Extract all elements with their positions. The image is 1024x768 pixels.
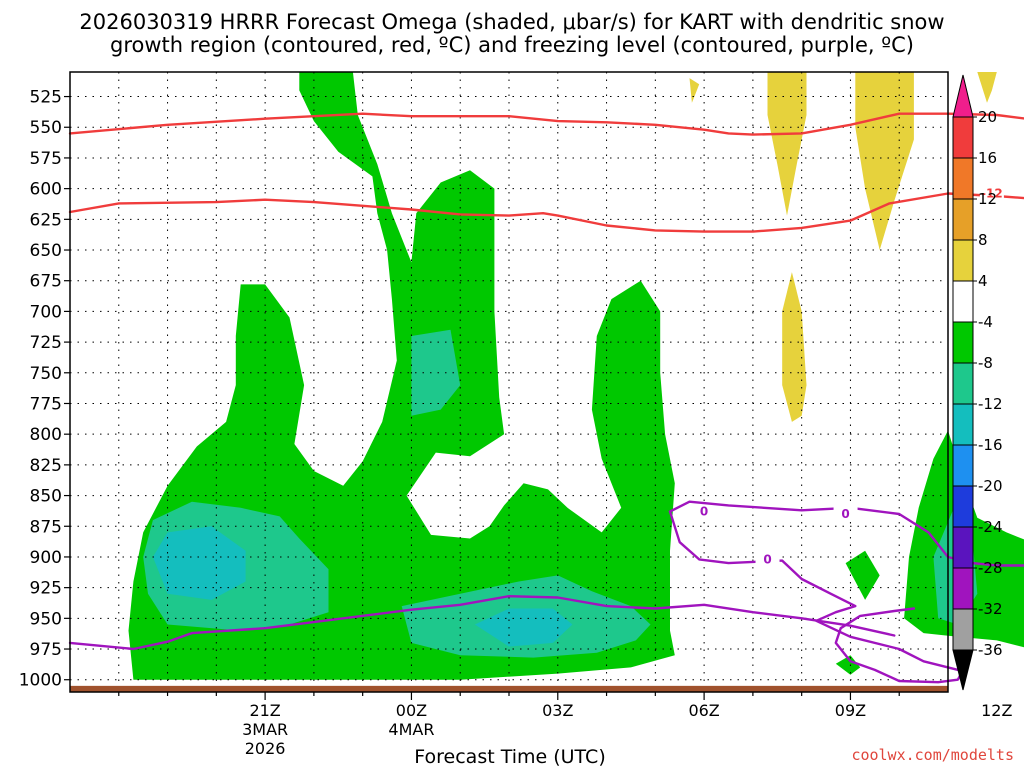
y-tick-label: 950 (30, 609, 62, 629)
freezing-level-contour-3-label: 0 (763, 552, 771, 566)
colorbar-bin (952, 157, 974, 200)
freezing-level-contour-2-label: 0 (841, 507, 849, 521)
colorbar-bin (952, 526, 974, 569)
colorbar-level-label: -4 (978, 313, 993, 331)
omega-ge-4-region-3 (855, 72, 914, 250)
freezing-level-contour-2 (668, 500, 1024, 567)
colorbar-level-label: -20 (978, 477, 1003, 495)
omega-le-minus12-region-2 (474, 608, 573, 647)
colorbar-level-label: 16 (978, 149, 997, 167)
colorbar-top-arrow (952, 74, 974, 118)
colorbar-bin (952, 567, 974, 610)
y-tick-label: 700 (30, 302, 62, 322)
y-tick-label: 925 (30, 579, 62, 599)
freezing-level-contour-3 (668, 510, 964, 684)
freezing-level-contour-3-label-bg (755, 551, 780, 568)
x-tick-label: 03Z (542, 701, 573, 720)
colorbar-level-label: -32 (978, 600, 1003, 618)
omega-ge-4-region-2 (767, 72, 807, 216)
y-tick-label: 900 (30, 548, 62, 568)
freezing-level-contour-2-label-bg (833, 505, 858, 522)
colorbar-level-label: -8 (978, 354, 993, 372)
colorbar-level-label: 20 (978, 108, 997, 126)
colorbar-level-label: -24 (978, 518, 1003, 536)
y-tick-label: 875 (30, 517, 62, 537)
omega-ge-4-region-5 (782, 272, 807, 422)
freezing-level-contour-1 (68, 595, 896, 651)
colorbar-level-label: 4 (978, 272, 988, 290)
colorbar-bin (952, 280, 974, 323)
omega-le-minus12-region-1 (152, 526, 246, 600)
x-axis-label: Forecast Time (UTC) (414, 746, 605, 768)
colorbar-bin (952, 116, 974, 159)
y-tick-label: 750 (30, 364, 62, 384)
dgz-lower-contour-label: -12 (981, 187, 1003, 201)
x-tick-label: 21Z (249, 701, 280, 720)
dgz-upper-contour (68, 112, 1024, 136)
x-tick-label: 09Z (835, 701, 866, 720)
colorbar-bin (952, 198, 974, 241)
x-tick-label: 06Z (688, 701, 719, 720)
colorbar-bottom-arrow (952, 649, 974, 691)
colorbar-bin (952, 485, 974, 528)
y-tick-label: 975 (30, 640, 62, 660)
freezing-level-contour-1-label: 0 (700, 505, 708, 519)
y-tick-label: 625 (30, 210, 62, 230)
chart-title-line-1: 2026030319 HRRR Forecast Omega (shaded, … (79, 10, 944, 34)
y-tick-label: 1000 (19, 671, 62, 691)
y-tick-label: 600 (30, 180, 62, 200)
contour-layer: -12 0 0 0 (68, 112, 1024, 684)
colorbar-bin (952, 321, 974, 364)
colorbar-level-label: 8 (978, 231, 988, 249)
colorbar-level-label: -12 (978, 395, 1003, 413)
colorbar: 20 16 12 8 4 -4 -8 -12 -16 -20 -24 -28 -32 -36 (952, 74, 1003, 691)
colorbar-level-label: -16 (978, 436, 1003, 454)
omega-le-minus4-region-4 (835, 655, 861, 675)
y-tick-label: 725 (30, 333, 62, 353)
colorbar-level-label: 12 (978, 190, 997, 208)
x-tick-label: 12Z (981, 701, 1012, 720)
y-axis: 525 550 575 600 625 650 675 700 725 750 775 800 825 8… (19, 88, 70, 691)
y-tick-label: 800 (30, 425, 62, 445)
x-tick-year: 2026 (245, 739, 286, 758)
credit-text: coolwx.com/modelts (851, 746, 1014, 764)
colorbar-bin (952, 608, 974, 651)
dgz-lower-contour (68, 192, 1024, 233)
terrain-layer (70, 685, 948, 692)
colorbar-level-label: -28 (978, 559, 1003, 577)
x-tick-label: 00Z (396, 701, 427, 720)
omega-le-minus4-region-3 (845, 550, 880, 600)
colorbar-level-label: -36 (978, 641, 1003, 659)
colorbar-bin (952, 444, 974, 487)
omega-le-minus8-region-3 (411, 329, 461, 416)
y-tick-label: 525 (30, 88, 62, 108)
omega-ge-4-region-4 (977, 72, 997, 103)
x-tick-date: 3MAR (242, 720, 288, 739)
y-tick-label: 575 (30, 149, 62, 169)
dgz-lower-contour-label-bg (979, 185, 1004, 202)
omega-ge-4-region-1 (689, 78, 700, 103)
y-tick-label: 550 (30, 118, 62, 138)
y-tick-label: 650 (30, 241, 62, 261)
chart-title-line-2: growth region (contoured, red, ºC) and f… (110, 33, 914, 57)
y-tick-label: 850 (30, 487, 62, 507)
omega-shading-layer (128, 72, 1024, 680)
colorbar-bin (952, 362, 974, 405)
terrain-strip (70, 685, 948, 692)
x-tick-date: 4MAR (388, 720, 434, 739)
y-tick-label: 675 (30, 272, 62, 292)
freezing-level-contour-1-label-bg (692, 503, 717, 520)
colorbar-bin (952, 239, 974, 282)
y-tick-label: 775 (30, 394, 62, 414)
colorbar-bin (952, 403, 974, 446)
y-tick-label: 825 (30, 456, 62, 476)
